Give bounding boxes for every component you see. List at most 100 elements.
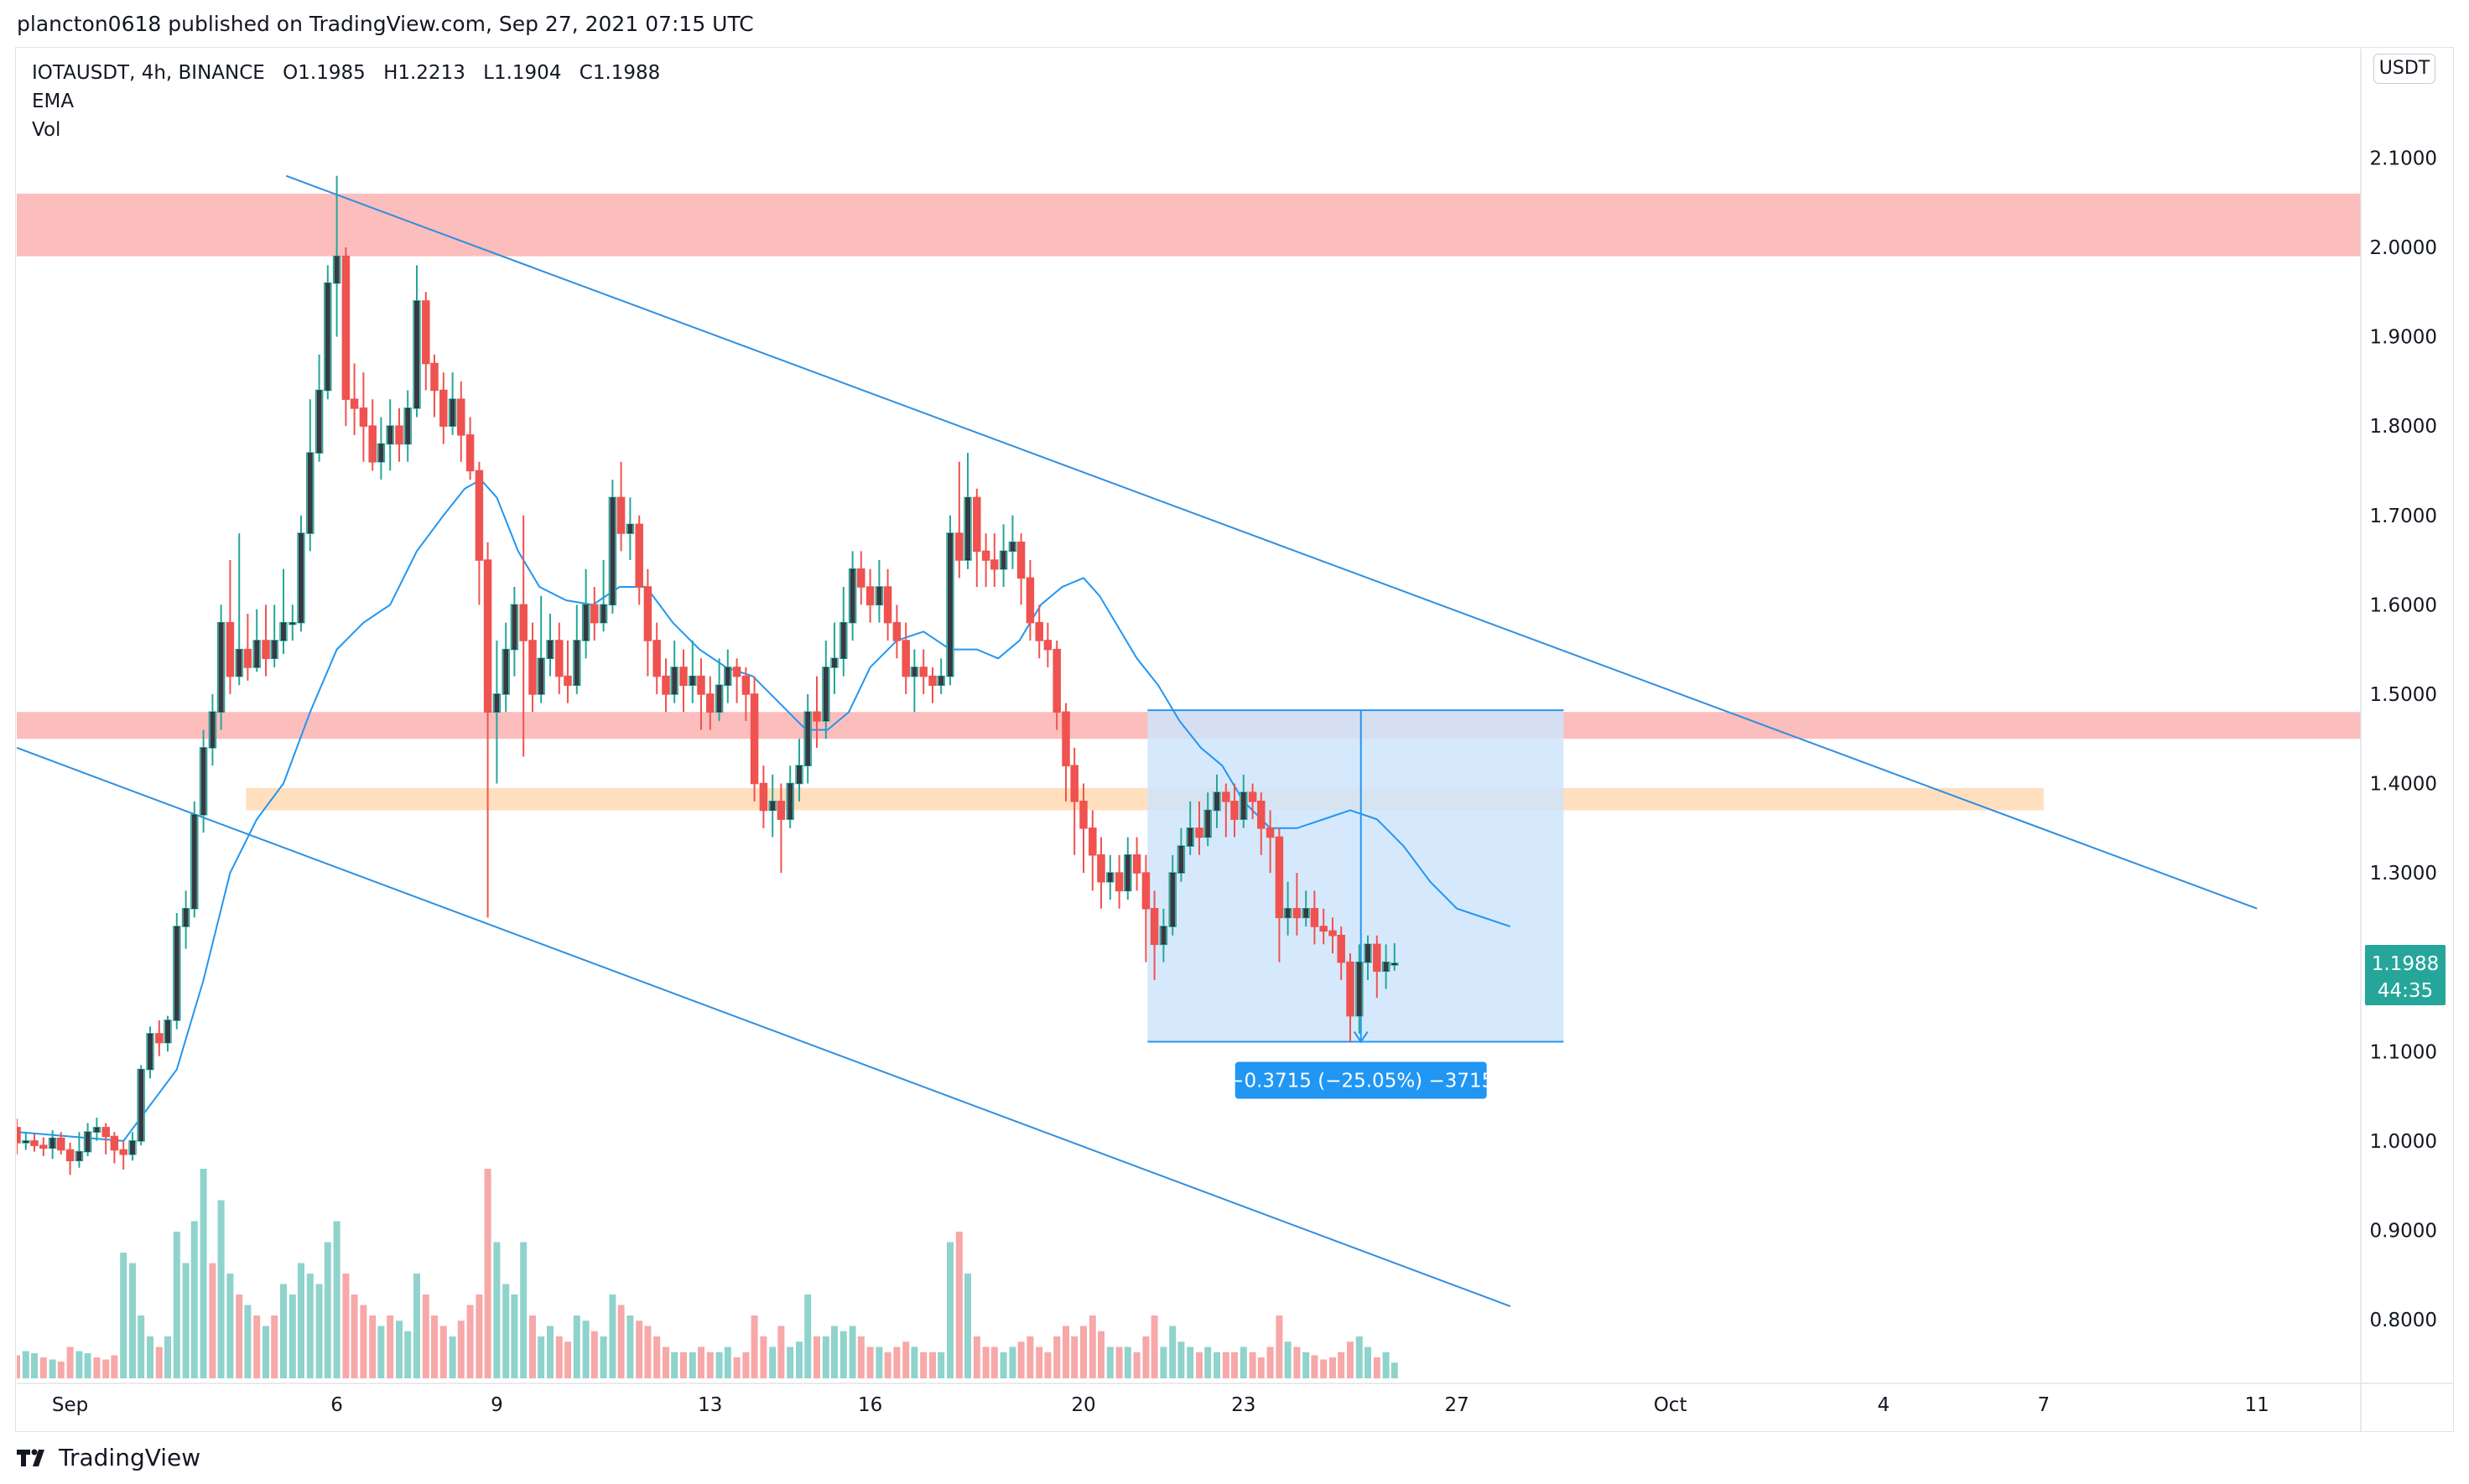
candle-fill — [289, 622, 295, 625]
volume-bar — [280, 1284, 287, 1378]
candle-fill — [876, 587, 882, 605]
volume-bar — [573, 1315, 580, 1378]
volume-bar — [689, 1352, 696, 1378]
currency-badge[interactable]: USDT — [2373, 54, 2435, 84]
volume-bar — [17, 1355, 20, 1378]
volume-bar — [973, 1336, 980, 1378]
volume-bar — [190, 1221, 198, 1378]
time-tick-label: 27 — [1445, 1394, 1469, 1416]
volume-bar — [1089, 1315, 1096, 1378]
volume-bar — [1249, 1352, 1256, 1378]
candle-body — [679, 667, 688, 687]
candle-body — [981, 550, 990, 561]
volume-bar — [1071, 1336, 1079, 1378]
volume-bar — [1053, 1336, 1061, 1378]
candle-body — [1319, 926, 1328, 932]
candle-fill — [183, 908, 189, 927]
volume-bar — [1036, 1346, 1043, 1378]
candle-fill — [85, 1132, 91, 1152]
candle-body — [1043, 640, 1053, 651]
volume-bar — [1293, 1346, 1301, 1378]
volume-bar — [1222, 1352, 1229, 1378]
volume-bar — [271, 1315, 278, 1378]
candle-body — [643, 586, 652, 641]
volume-bar — [1266, 1346, 1274, 1378]
candle-body — [110, 1135, 119, 1151]
volume-bar — [217, 1200, 225, 1378]
candle-body — [119, 1149, 127, 1155]
volume-bar — [333, 1221, 340, 1378]
candle-fill — [548, 640, 553, 659]
volume-bar — [22, 1351, 29, 1378]
candle-fill — [831, 658, 837, 667]
candle-fill — [1161, 926, 1167, 945]
legend-ema[interactable]: EMA — [32, 91, 75, 112]
candle-body — [1275, 836, 1284, 919]
volume-bar — [697, 1346, 704, 1378]
legend-vol[interactable]: Vol — [32, 119, 61, 141]
price-tick-label: 2.0000 — [2370, 237, 2437, 259]
volume-bar — [457, 1321, 465, 1378]
volume-bar — [120, 1253, 127, 1378]
legend-open: O1.1985 — [283, 62, 366, 84]
time-tick-label: 7 — [2037, 1394, 2050, 1416]
candle-fill — [210, 712, 216, 748]
legend-symbol: IOTAUSDT, 4h, BINANCE — [32, 62, 265, 84]
time-tick-label: 13 — [698, 1394, 722, 1416]
volume-bar — [129, 1263, 137, 1378]
volume-bar — [947, 1242, 954, 1378]
volume-bar — [1338, 1352, 1345, 1378]
candle-body — [697, 675, 705, 695]
price-tick-label: 2.1000 — [2370, 148, 2437, 169]
legend-low: L1.1904 — [483, 62, 562, 84]
candle-fill — [1303, 908, 1309, 918]
candle-body — [616, 496, 626, 534]
candle-body — [1230, 801, 1239, 820]
volume-bar — [93, 1357, 101, 1378]
candle-fill — [574, 640, 580, 686]
volume-bar — [200, 1169, 207, 1378]
volume-bar — [849, 1326, 856, 1378]
candle-fill — [49, 1138, 55, 1149]
zone-resistance-top — [17, 194, 2361, 257]
last-price-tag — [2365, 944, 2446, 1005]
candle-fill — [948, 533, 953, 677]
candle-body — [857, 568, 865, 588]
volume-bar — [439, 1326, 447, 1378]
volume-bar — [955, 1232, 963, 1378]
zone-support-orange — [246, 787, 2044, 811]
measure-arrow-head — [1353, 1030, 1369, 1044]
measure-label-box — [1234, 1061, 1487, 1099]
volume-bar — [173, 1232, 180, 1378]
candle-fill — [672, 667, 678, 694]
candle-body — [1035, 621, 1043, 641]
volume-bar — [66, 1346, 74, 1378]
volume-bar — [1177, 1341, 1185, 1378]
candle-fill — [405, 407, 411, 444]
volume-bar — [733, 1357, 741, 1378]
candle-body — [1053, 648, 1061, 713]
time-tick-label: 6 — [330, 1394, 343, 1416]
candle-fill — [503, 649, 509, 694]
volume-bar — [1329, 1357, 1337, 1378]
price-tick-label: 1.7000 — [2370, 506, 2437, 527]
candle-fill — [272, 640, 278, 659]
volume-bar — [30, 1353, 38, 1378]
volume-bar — [244, 1305, 252, 1378]
volume-bar — [706, 1352, 714, 1378]
volume-bar — [1214, 1352, 1220, 1378]
candle-fill — [237, 649, 242, 677]
candle-fill — [1205, 810, 1211, 838]
legend-close: C1.1988 — [579, 62, 661, 84]
time-tick-label: 20 — [1071, 1394, 1095, 1416]
candle-fill — [1356, 962, 1362, 1016]
candle-fill — [912, 667, 917, 677]
candle-body — [564, 675, 572, 687]
volume-bar — [769, 1346, 777, 1378]
volume-bar — [582, 1321, 590, 1378]
volume-bar — [387, 1315, 394, 1378]
candle-fill — [1107, 873, 1113, 882]
time-tick-label: Oct — [1654, 1394, 1687, 1416]
candle-fill — [1188, 828, 1193, 847]
